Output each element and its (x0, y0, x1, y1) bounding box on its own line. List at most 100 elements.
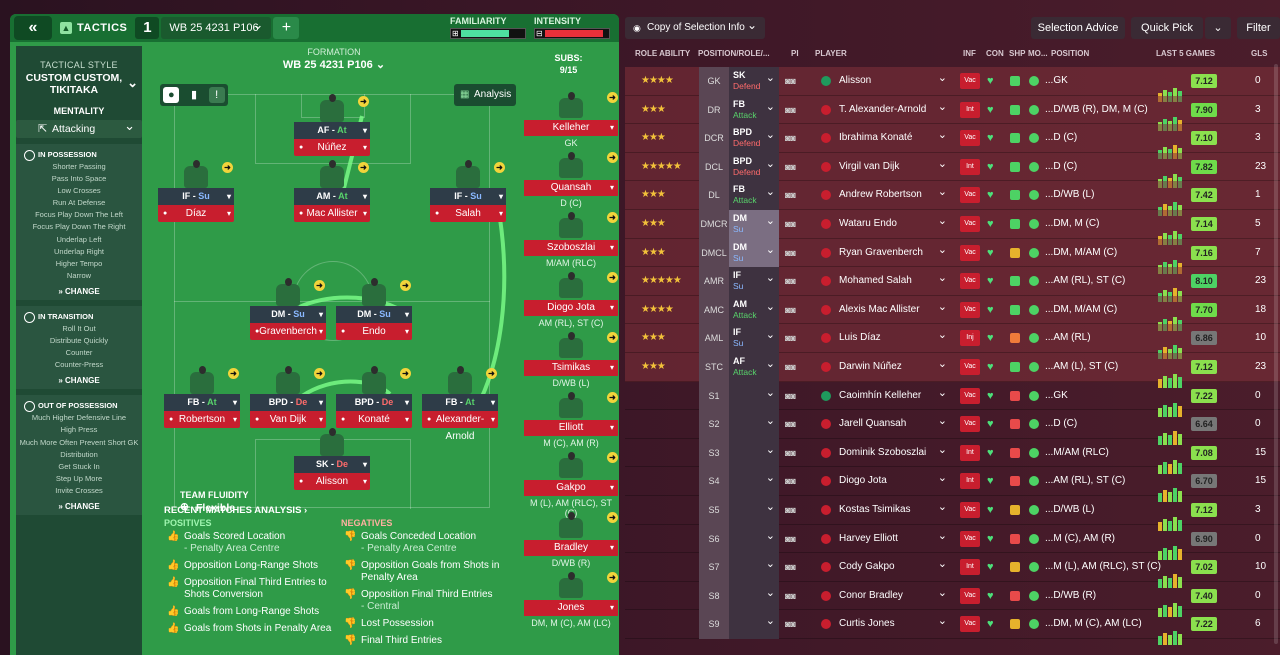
sub-name[interactable]: Kelleher (524, 120, 618, 136)
role-select[interactable]: IF Su (729, 267, 779, 296)
player-instructions-icon[interactable]: ◙◙ (785, 590, 796, 601)
stats-view-icon[interactable]: ▮ (190, 89, 198, 101)
col-pi[interactable]: PI (791, 49, 799, 58)
player-instructions-icon[interactable]: ◙◙ (785, 247, 796, 258)
player-instructions-icon[interactable]: ◙◙ (785, 190, 796, 201)
role-select[interactable]: BPD Defend (729, 152, 779, 182)
table-row[interactable]: S5 ◙◙ Kostas Tsimikas Vac ♥ ...D/WB (L) 7.12 3 (625, 493, 1280, 531)
player-instruction-icon[interactable]: ➜ (314, 280, 325, 291)
player-instructions-icon[interactable]: ◙◙ (785, 390, 796, 401)
pitch-player[interactable]: IF - SuDíaz (158, 160, 234, 222)
player-instructions-icon[interactable]: ◙◙ (785, 476, 796, 487)
player-name[interactable]: Endo (336, 323, 412, 340)
player-name[interactable]: Virgil van Dijk (817, 150, 947, 181)
role-select[interactable]: DM Su (729, 238, 779, 268)
player-name[interactable]: Konaté (336, 411, 412, 428)
familiarity-meter[interactable]: FAMILIARITY ⊞ (450, 16, 526, 39)
player-instruction-icon[interactable]: ➜ (400, 368, 411, 379)
pitch-player[interactable]: SK - DeAlisson (294, 428, 370, 490)
player-view-icon[interactable]: ● (163, 87, 180, 103)
pitch-player[interactable]: IF - SuSalah (430, 160, 506, 222)
instructions-view-icon[interactable]: ! (208, 87, 225, 103)
sub-name[interactable]: Gakpo (524, 480, 618, 496)
player-instructions-icon[interactable]: ◙◙ (785, 533, 796, 544)
role-select[interactable]: AM Attack (729, 295, 779, 325)
player-name[interactable]: Alexis Mac Allister (817, 293, 947, 324)
substitute-player[interactable]: ➜ Szoboszlai M/AM (RLC) (524, 212, 618, 268)
sub-instruction-icon[interactable]: ➜ (607, 512, 618, 523)
col-mo[interactable]: MO... (1028, 49, 1048, 58)
pitch-player[interactable]: DM - SuEndo (336, 278, 412, 340)
col-shp[interactable]: SHP (1009, 49, 1026, 58)
table-row[interactable]: S3 ◙◙ Dominik Szoboszlai Int ♥ ...M/AM (RLC) 7… (625, 436, 1280, 474)
player-name[interactable]: Ryan Gravenberch (817, 236, 947, 267)
player-name[interactable]: Dominik Szoboszlai (817, 436, 947, 467)
player-name[interactable]: Darwin Núñez (817, 350, 947, 381)
player-instruction-icon[interactable]: ➜ (222, 162, 233, 173)
sub-instruction-icon[interactable]: ➜ (607, 572, 618, 583)
player-role[interactable]: FB - At (164, 394, 240, 411)
player-instruction-icon[interactable]: ➜ (486, 368, 497, 379)
pitch-player[interactable]: FB - AtAlexander-Arnold (422, 366, 498, 442)
table-row[interactable]: S1 ◙◙ Caoimhín Kelleher Vac ♥ ...GK 7.22 0 (625, 379, 1280, 417)
sub-name[interactable]: Szoboszlai (524, 240, 618, 256)
col-inf[interactable]: INF (963, 49, 976, 58)
player-role[interactable]: IF - Su (430, 188, 506, 205)
sub-instruction-icon[interactable]: ➜ (607, 332, 618, 343)
role-select[interactable]: DM Su (729, 210, 779, 239)
player-name[interactable]: Wataru Endo (817, 207, 947, 238)
analysis-title[interactable]: RECENT MATCHES ANALYSIS › (164, 505, 308, 516)
player-name[interactable]: Curtis Jones (817, 607, 947, 638)
quick-pick-dropdown-icon[interactable]: ⌄ (1205, 17, 1231, 39)
quick-pick-button[interactable]: Quick Pick (1131, 17, 1203, 39)
player-name[interactable]: Alisson (817, 64, 947, 95)
sub-instruction-icon[interactable]: ➜ (607, 452, 618, 463)
player-instructions-icon[interactable]: ◙◙ (785, 562, 796, 573)
add-tactic-button[interactable]: + (273, 17, 300, 39)
table-row[interactable]: S2 ◙◙ Jarell Quansah Vac ♥ ...D (C) 6.64 0 (625, 407, 1280, 446)
player-name[interactable]: Mohamed Salah (817, 264, 947, 295)
substitute-player[interactable]: ➜ Bradley D/WB (R) (524, 512, 618, 568)
tactic-slot[interactable]: 1 (135, 17, 160, 39)
tactical-style-select[interactable]: CUSTOM CUSTOM, TIKITAKA (16, 72, 142, 96)
player-instructions-icon[interactable]: ◙◙ (785, 104, 796, 115)
player-instructions-icon[interactable]: ◙◙ (785, 133, 796, 144)
table-row[interactable]: S8 ◙◙ Conor Bradley Vac ♥ ...D/WB (R) 7.40 0 (625, 579, 1280, 617)
player-name[interactable]: Mac Allister (294, 205, 370, 222)
role-select[interactable]: FB Attack (729, 95, 779, 125)
player-instruction-icon[interactable]: ➜ (400, 280, 411, 291)
out-of-possession-change-button[interactable]: » CHANGE (58, 501, 100, 511)
player-instruction-icon[interactable]: ➜ (228, 368, 239, 379)
player-name[interactable]: Cody Gakpo (817, 550, 947, 581)
player-name[interactable]: Caoimhín Kelleher (817, 379, 947, 410)
substitute-player[interactable]: ➜ Kelleher GK (524, 92, 618, 148)
col-role-ability[interactable]: ROLE ABILITY (635, 49, 691, 58)
col-gls[interactable]: GLS (1251, 49, 1268, 58)
player-name[interactable]: Jarell Quansah (817, 407, 947, 438)
player-role[interactable]: AM - At (294, 188, 370, 205)
col-position-role[interactable]: POSITION/ROLE/... (698, 49, 770, 58)
player-name[interactable]: Díaz (158, 205, 234, 222)
substitute-player[interactable]: ➜GakpoM (L), AM (RLC), ST (C) (524, 452, 618, 518)
player-name[interactable]: Salah (430, 205, 506, 222)
role-select[interactable]: FB Attack (729, 181, 779, 210)
in-transition-change-button[interactable]: » CHANGE (58, 376, 100, 386)
substitute-player[interactable]: ➜ Quansah D (C) (524, 152, 618, 208)
sub-instruction-icon[interactable]: ➜ (607, 152, 618, 163)
substitute-player[interactable]: ➜ Jones DM, M (C), AM (LC) (524, 572, 618, 628)
copy-selection-info-button[interactable]: Copy of Selection Info (625, 14, 765, 39)
player-instructions-icon[interactable]: ◙◙ (785, 419, 796, 430)
col-con[interactable]: CON (986, 49, 1004, 58)
player-role[interactable]: DM - Su (250, 306, 326, 323)
player-name[interactable]: Ibrahima Konaté (817, 121, 947, 152)
player-name[interactable]: Van Dijk (250, 411, 326, 428)
